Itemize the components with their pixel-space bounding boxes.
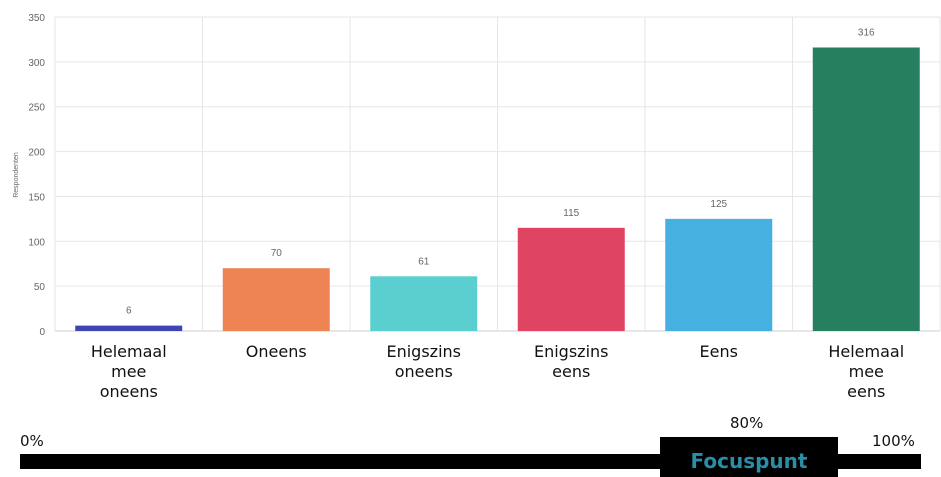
category-label-line: Eens (699, 342, 738, 361)
data-label: 6 (126, 306, 132, 317)
scale-mark-label: 80% (730, 414, 764, 432)
data-label: 70 (271, 248, 283, 259)
data-label: 115 (563, 208, 579, 219)
data-labels: 6 70 61 115 125 316 (126, 28, 875, 317)
category-label-line: mee (848, 362, 884, 381)
y-tick-label: 350 (28, 13, 45, 24)
category-label-line: oneens (99, 382, 158, 401)
y-tick-label: 200 (28, 148, 45, 159)
category-label-line: Helemaal (90, 342, 167, 361)
category-label-line: Helemaal (828, 342, 905, 361)
bar (75, 325, 183, 331)
focus-label: Focuspunt (690, 449, 808, 473)
category-label-line: eens (552, 362, 591, 381)
focus-marker: Focuspunt (660, 437, 838, 477)
category-label: Enigszins eens (506, 342, 636, 382)
bar (812, 47, 920, 331)
y-tick-label: 150 (28, 192, 45, 203)
bar (222, 268, 330, 331)
y-axis-ticks: 0 50 100 150 200 250 300 350 (28, 13, 45, 338)
scale-start-label: 0% (20, 432, 44, 450)
category-label: Eens (654, 342, 784, 362)
bars (75, 47, 920, 331)
bar (517, 227, 625, 331)
category-label: Helemaal mee eens (801, 342, 931, 402)
y-tick-label: 300 (28, 58, 45, 69)
category-label-line: Oneens (245, 342, 307, 361)
y-axis-label: Respondenten (13, 152, 20, 198)
y-tick-label: 0 (39, 327, 45, 338)
category-label-line: oneens (394, 362, 453, 381)
grid-lines (54, 16, 941, 332)
bar (665, 218, 773, 331)
category-label: Oneens (211, 342, 341, 362)
category-label-line: mee (111, 362, 147, 381)
category-label: Helemaal mee oneens (64, 342, 194, 402)
data-label: 125 (710, 199, 727, 210)
scale-end-label: 100% (872, 432, 915, 450)
bar (370, 276, 478, 331)
y-tick-label: 100 (28, 237, 45, 248)
category-label-line: Enigszins (533, 342, 609, 361)
y-tick-label: 50 (34, 282, 46, 293)
data-label: 61 (418, 256, 430, 267)
y-tick-label: 250 (28, 103, 45, 114)
category-label-line: Enigszins (386, 342, 461, 361)
category-label: Enigszins oneens (359, 342, 489, 382)
data-label: 316 (858, 28, 875, 39)
category-label-line: eens (847, 382, 886, 401)
